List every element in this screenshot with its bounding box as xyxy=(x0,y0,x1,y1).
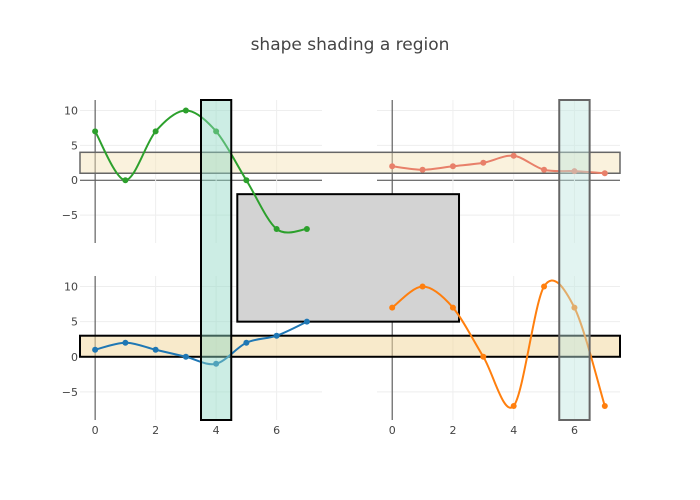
data-point-top-right xyxy=(449,163,456,170)
data-point-top-right xyxy=(389,163,396,170)
data-point-bottom-left xyxy=(273,332,280,339)
shape-layer-under xyxy=(79,151,621,358)
data-point-top-left xyxy=(182,107,189,114)
y-tick-label: −5 xyxy=(62,209,78,222)
x-tick-label: 0 xyxy=(389,424,396,437)
data-point-bottom-left xyxy=(243,339,250,346)
data-point-top-right xyxy=(541,166,548,173)
data-point-top-left xyxy=(122,177,129,184)
data-point-top-left xyxy=(273,226,280,233)
vertical-band-right xyxy=(558,99,591,421)
x-tick-label: 4 xyxy=(213,424,220,437)
data-point-top-left xyxy=(152,128,159,135)
data-point-bottom-right xyxy=(449,304,456,311)
data-point-top-left xyxy=(213,128,220,135)
y-tick-label: 5 xyxy=(71,316,78,329)
x-tick-label: 2 xyxy=(152,424,159,437)
data-point-bottom-left xyxy=(122,339,129,346)
data-point-top-right xyxy=(571,168,578,175)
data-point-bottom-right xyxy=(571,304,578,311)
vertical-band-left xyxy=(200,99,233,421)
y-tick-label: 0 xyxy=(71,174,78,187)
horizontal-band-bottom xyxy=(79,334,621,358)
data-point-bottom-right xyxy=(419,283,426,290)
y-tick-label: 5 xyxy=(71,139,78,152)
data-point-bottom-right xyxy=(389,304,396,311)
x-tick-label: 4 xyxy=(510,424,517,437)
data-point-bottom-right xyxy=(480,353,487,360)
data-point-top-right xyxy=(601,170,608,177)
data-point-bottom-left xyxy=(152,346,159,353)
horizontal-band-top xyxy=(79,151,621,174)
data-point-bottom-left xyxy=(92,346,99,353)
data-point-bottom-right xyxy=(541,283,548,290)
data-point-bottom-right xyxy=(601,402,608,409)
data-point-top-left xyxy=(303,226,310,233)
data-point-top-right xyxy=(480,159,487,166)
data-point-bottom-left xyxy=(182,353,189,360)
x-tick-label: 6 xyxy=(273,424,280,437)
chart-title: shape shading a region xyxy=(251,35,450,55)
y-tick-label: −5 xyxy=(62,386,78,399)
y-tick-label: 0 xyxy=(71,351,78,364)
y-tick-label: 10 xyxy=(64,104,78,117)
data-point-bottom-left xyxy=(303,318,310,325)
data-point-top-right xyxy=(419,166,426,173)
x-tick-label: 0 xyxy=(92,424,99,437)
data-point-bottom-left xyxy=(213,360,220,367)
data-point-top-right xyxy=(510,152,517,159)
data-point-top-left xyxy=(92,128,99,135)
x-tick-label: 2 xyxy=(449,424,456,437)
x-tick-label: 6 xyxy=(571,424,578,437)
data-point-bottom-right xyxy=(510,402,517,409)
y-tick-label: 10 xyxy=(64,281,78,294)
central-gray-box xyxy=(236,193,461,323)
data-point-top-left xyxy=(243,177,250,184)
shape-layer-over xyxy=(200,99,591,421)
tick-layer: 10 5 0 −5 10 5 0 −5 0 2 4 6 0 2 4 6 xyxy=(62,104,578,437)
